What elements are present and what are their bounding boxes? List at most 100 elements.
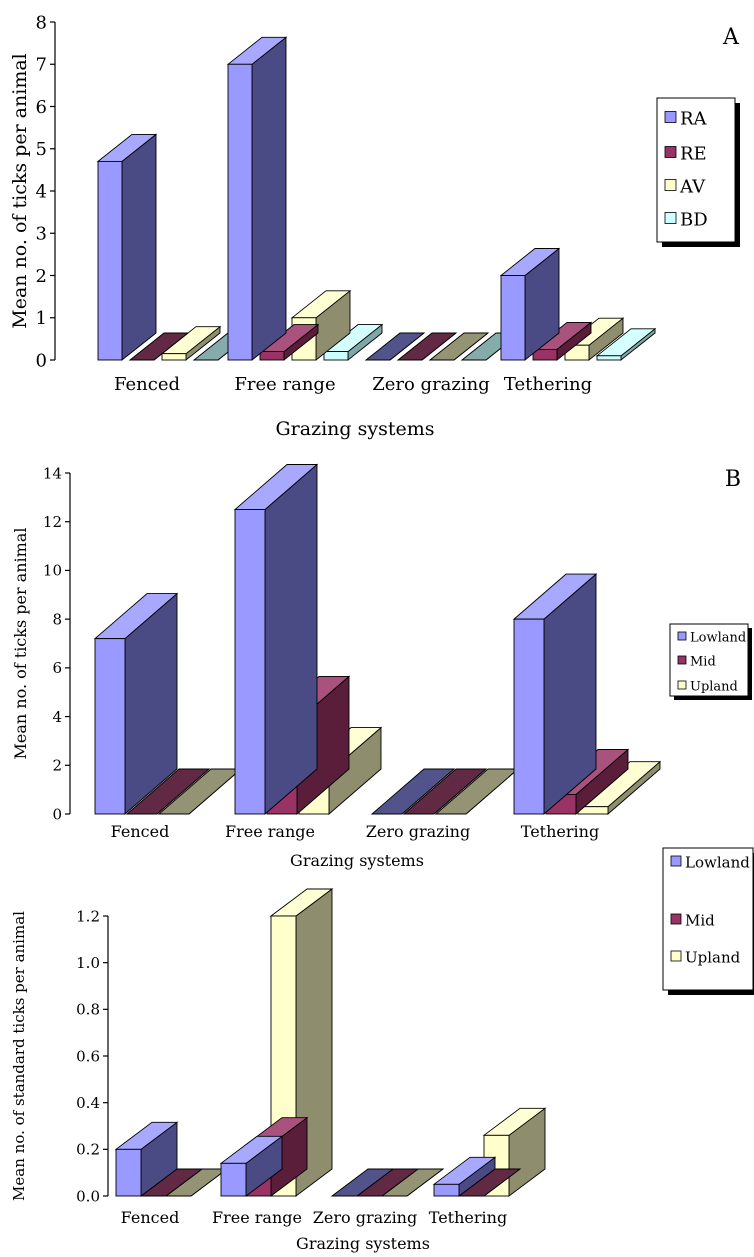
panel-b-y-tick-label: 4: [52, 708, 62, 726]
panel-a-legend-label-ra: RA: [680, 108, 708, 129]
panel-a-y-tick-label: 4: [36, 181, 47, 202]
panel-a-legend-swatch-ra: [664, 111, 677, 123]
panel-c-y-tick-label: 0.8: [76, 1001, 100, 1019]
panel-c-x-tick-label: Zero grazing: [313, 1208, 417, 1227]
panel-c-bar-lowland-3-front: [433, 1183, 460, 1197]
panel-c-legend-swatch-mid: [670, 913, 682, 925]
panel-b-legend-label-mid: Mid: [690, 655, 716, 670]
panel-a-legend-label-re: RE: [680, 143, 707, 164]
panel-a-bar-ra-2-top: [364, 332, 426, 361]
panel-b-bar-lowland-2: [370, 768, 456, 815]
panel-a-y-tick-label: 6: [36, 97, 47, 118]
panel-b-bar-mid-0-top: [125, 768, 211, 815]
panel-c-x-tick-label: Tethering: [429, 1208, 507, 1227]
panel-c-bar-lowland-0-front: [115, 1148, 142, 1197]
panel-a-bar-av-0: [160, 325, 222, 361]
panel-c-legend-label-lowland: Lowland: [685, 853, 750, 871]
panel-a-y-tick-label: 8: [36, 12, 47, 33]
panel-a-bar-ra-1-front: [227, 63, 253, 361]
panel-b-bar-lowland-1-side: [264, 463, 318, 815]
panel-b-legend-label-upland: Upland: [690, 680, 738, 695]
panel-a-x-axis-label: Grazing systems: [276, 418, 435, 440]
panel-c-y-tick-label: 0.2: [76, 1141, 100, 1159]
panel-a-bar-bd-3-front: [596, 355, 622, 361]
panel-b-x-tick-label: Free range: [225, 822, 315, 841]
panel-a-legend-swatch-re: [664, 146, 677, 158]
panel-a-legend-label-bd: BD: [680, 209, 708, 230]
panel-a-letter: A: [722, 25, 740, 50]
panel-a-bar-ra-1: [226, 36, 288, 361]
panel-b-y-tick-label: 2: [52, 757, 62, 775]
panel-c-legend-label-upland: Upland: [685, 948, 741, 966]
panel-a-bar-ra-2: [364, 332, 426, 361]
panel-b-legend-swatch-lowland: [677, 631, 687, 641]
panel-c-bar-lowland-3: [432, 1156, 497, 1197]
panel-a-x-tick-label: Zero grazing: [372, 374, 490, 395]
panel-c-bar-lowland-1-front: [220, 1162, 247, 1197]
panel-a-y-tick-label: 1: [36, 308, 47, 329]
panel-b-bar-lowland-1: [233, 463, 319, 815]
panel-b-y-tick-label: 10: [43, 562, 62, 580]
panel-b-x-tick-label: Fenced: [111, 822, 170, 841]
panel-a-y-axis-label: Mean no. of ticks per animal: [9, 53, 31, 328]
panel-a-bar-re-0: [128, 332, 190, 361]
panel-b-x-tick-label: Tethering: [521, 822, 599, 841]
panel-a-y-tick-label: 5: [36, 139, 47, 160]
panel-c-legend-swatch-lowland: [670, 855, 682, 867]
panel-a-legend-swatch-bd: [664, 212, 677, 224]
panel-c-bar-lowland-2-top: [330, 1168, 395, 1197]
panel-a-y-tick-label: 2: [36, 266, 47, 287]
panel-a-bar-ra-1-side: [251, 36, 287, 361]
panel-c-y-tick-label: 0.6: [76, 1047, 100, 1065]
panel-a-bar-ra-0-side: [121, 133, 157, 361]
panel-a-bar-ra-0: [96, 133, 158, 361]
panel-b-bar-mid-2: [402, 768, 488, 815]
panel-a-bar-re-2: [396, 332, 458, 361]
panel-c-y-tick-label: 1.2: [76, 907, 100, 925]
panel-b-bar-lowland-0-front: [94, 638, 126, 815]
panel-a-bar-ra-3: [499, 247, 561, 361]
panel-a-bar-av-0-front: [161, 353, 187, 361]
panel-b-legend-swatch-upland: [677, 680, 687, 690]
panel-a-y-tick-label: 3: [36, 224, 47, 245]
panel-a-bar-av-2: [428, 332, 490, 361]
panel-b-x-axis-label: Grazing systems: [290, 851, 424, 870]
panel-c-x-tick-label: Free range: [212, 1208, 302, 1227]
panel-b-y-tick-label: 12: [43, 513, 62, 531]
panel-c-bar-lowland-1: [219, 1135, 284, 1197]
panel-b-legend-label-lowland: Lowland: [690, 631, 746, 646]
panel-a-legend-swatch-av: [664, 179, 677, 191]
panel-a-x-tick-label: Fenced: [114, 374, 180, 395]
panel-a-bar-bd-3: [595, 327, 657, 361]
panel-c-y-tick-label: 0.0: [76, 1187, 100, 1205]
panel-c-bar-lowland-2: [330, 1168, 395, 1197]
panel-a-y-tick-label: 7: [36, 55, 47, 76]
panel-b-bar-lowland-3: [512, 573, 598, 815]
panel-b-bar-mid-2-top: [402, 768, 488, 815]
panel-a-bar-ra-3-front: [500, 275, 526, 361]
panel-a-bar-re-1-front: [259, 351, 285, 361]
panel-a-bar-re-0-top: [128, 332, 190, 361]
panel-a-bar-ra-0-front: [97, 160, 123, 361]
panel-a-bar-re-3-front: [532, 348, 558, 361]
panel-a-y-tick-label: 0: [36, 350, 47, 371]
panel-c-x-axis-label: Grazing systems: [296, 1234, 430, 1253]
panel-b-letter: B: [725, 467, 741, 492]
panel-c-legend-label-mid: Mid: [685, 911, 715, 929]
panel-b-y-tick-label: 8: [52, 610, 62, 628]
panel-b-bar-lowland-1-front: [234, 509, 266, 815]
panel-b-y-tick-label: 6: [52, 659, 62, 677]
panel-a-bar-bd-1: [322, 323, 384, 361]
panel-c-y-tick-label: 0.4: [76, 1094, 100, 1112]
panel-b-legend-swatch-mid: [677, 655, 687, 665]
panel-b-y-tick-label: 0: [52, 805, 62, 823]
panel-c-x-tick-label: Fenced: [121, 1208, 180, 1227]
panel-c-legend-swatch-upland: [670, 950, 682, 962]
panel-a-bar-bd-1-front: [323, 351, 349, 361]
panel-b-y-tick-label: 14: [43, 464, 62, 482]
panel-c-y-axis-label: Mean no. of standard ticks per animal: [10, 911, 28, 1201]
panel-b-bar-lowland-0: [93, 592, 179, 815]
panel-b-bar-mid-0: [125, 768, 211, 815]
panel-c-bar-lowland-0: [114, 1121, 179, 1197]
